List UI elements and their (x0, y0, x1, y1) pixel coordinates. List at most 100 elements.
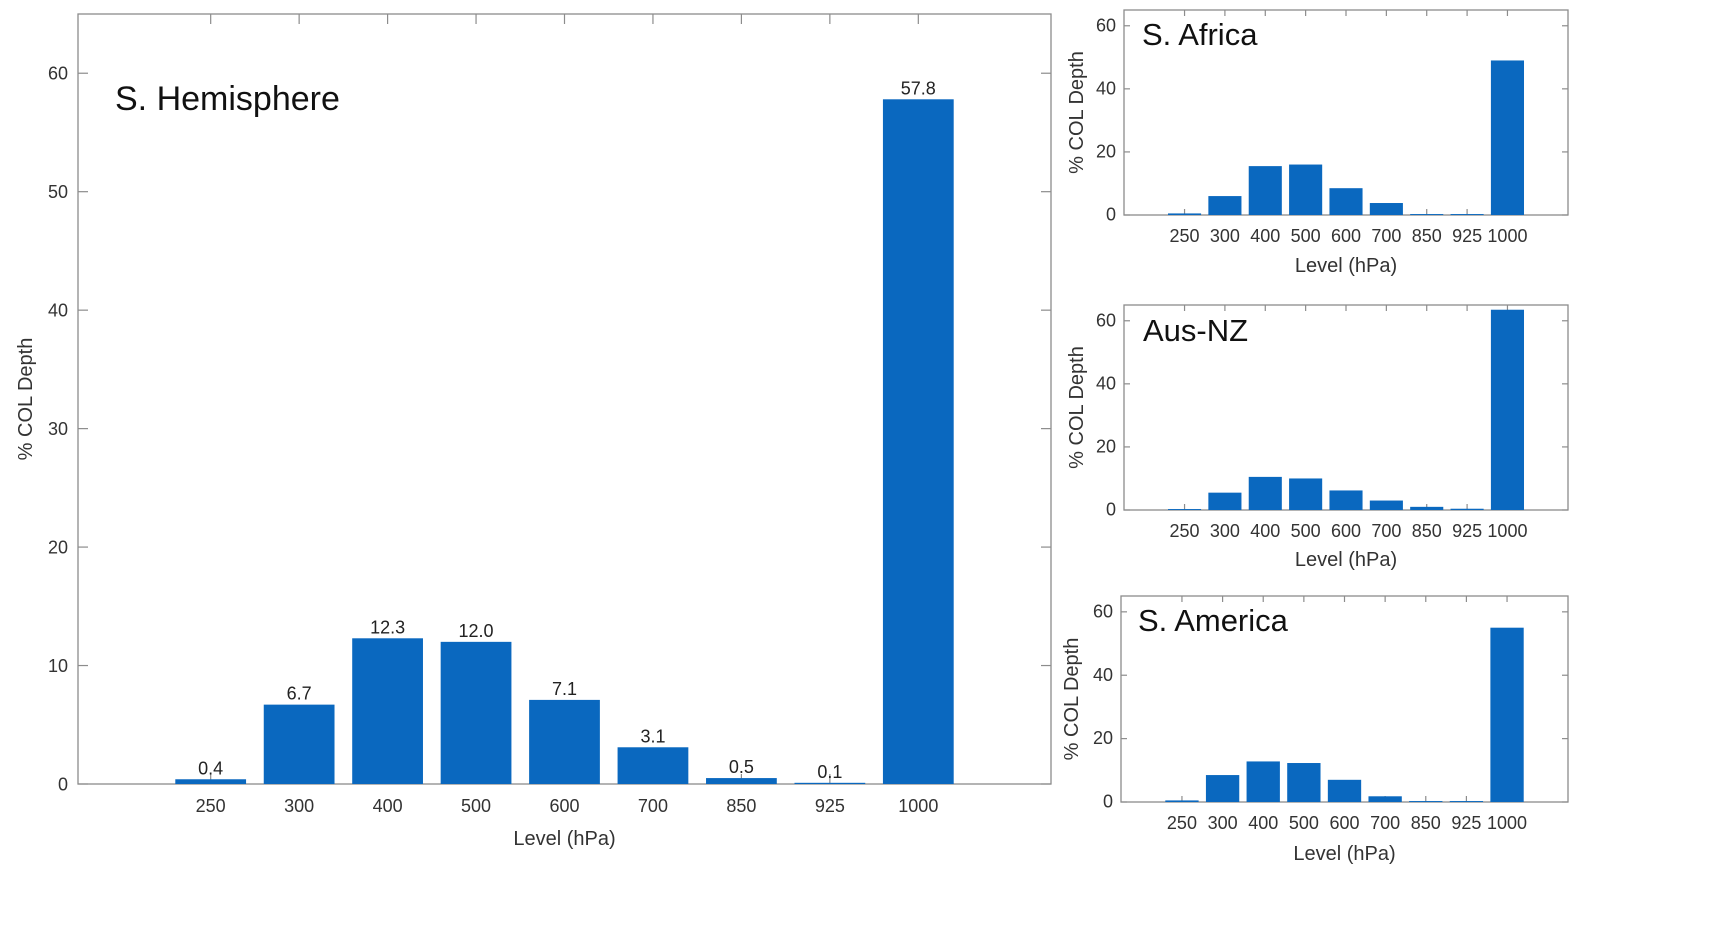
x-tick-label: 700 (1371, 226, 1401, 246)
bar-600 (1329, 490, 1363, 510)
x-tick-label: 400 (373, 796, 403, 816)
bar-600 (529, 699, 600, 784)
bar-500 (440, 641, 512, 784)
x-tick-label: 500 (1291, 226, 1321, 246)
bar-250 (1167, 213, 1202, 215)
bar-700 (1369, 500, 1403, 510)
x-tick-label: 600 (1329, 813, 1359, 833)
x-tick-label: 700 (638, 796, 668, 816)
bar-925 (794, 782, 866, 784)
x-axis-label: Level (hPa) (1295, 549, 1397, 571)
x-tick-label: 700 (1370, 813, 1400, 833)
x-tick-label: 1000 (898, 796, 938, 816)
bar-850 (706, 778, 777, 784)
panel-title: S. Africa (1142, 17, 1258, 52)
y-tick-label: 40 (1096, 78, 1116, 98)
x-tick-label: 500 (1289, 813, 1319, 833)
data-label: 57.8 (901, 78, 936, 98)
y-tick-label: 20 (1093, 728, 1113, 748)
data-label: 12.0 (459, 621, 494, 641)
x-tick-label: 400 (1250, 226, 1280, 246)
y-tick-label: 40 (48, 300, 68, 320)
bar-700 (1368, 796, 1402, 802)
bar-925 (1450, 508, 1484, 510)
x-axis-label: Level (hPa) (1293, 843, 1395, 865)
x-tick-label: 300 (1208, 813, 1238, 833)
x-axis-label: Level (hPa) (1295, 255, 1397, 277)
bar-700 (617, 747, 689, 784)
bar-500 (1287, 763, 1321, 802)
y-tick-label: 60 (1096, 15, 1116, 35)
y-tick-label: 20 (48, 537, 68, 557)
bar-400 (1248, 166, 1282, 215)
bar-850 (1409, 801, 1443, 802)
y-axis-label: % COL Depth (1061, 638, 1083, 761)
chart-panel-1: 0 10 20 30 40 50 60 250 300 400 500 600 700 850 925 100… (15, 13, 1052, 850)
bar-300 (1208, 196, 1242, 215)
y-tick-label: 60 (1096, 310, 1116, 330)
bar-1000 (1490, 309, 1525, 510)
data-label: 6.7 (287, 684, 312, 704)
y-tick-label: 10 (48, 656, 68, 676)
x-tick-label: 300 (1210, 521, 1240, 541)
bar-300 (1208, 492, 1242, 510)
y-axis-label: % COL Depth (15, 338, 37, 461)
data-label: 12.3 (370, 617, 405, 637)
x-tick-label: 500 (1291, 521, 1321, 541)
bar-1000 (1490, 627, 1524, 802)
data-label: 0.4 (198, 758, 223, 778)
x-tick-label: 850 (1412, 226, 1442, 246)
bar-300 (263, 704, 335, 784)
x-axis-label: Level (hPa) (513, 828, 615, 850)
bar-600 (1329, 188, 1363, 215)
x-tick-label: 1000 (1487, 813, 1527, 833)
x-tick-label: 500 (461, 796, 491, 816)
bar-925 (1450, 214, 1484, 215)
y-tick-label: 60 (48, 64, 68, 84)
bar-250 (1167, 509, 1202, 510)
x-tick-label: 600 (549, 796, 579, 816)
y-tick-label: 60 (1093, 601, 1113, 621)
x-tick-label: 400 (1250, 521, 1280, 541)
x-tick-label: 925 (815, 796, 845, 816)
bar-300 (1205, 775, 1240, 802)
x-tick-label: 700 (1371, 521, 1401, 541)
y-tick-label: 0 (1106, 205, 1116, 225)
y-tick-label: 40 (1093, 665, 1113, 685)
bar-500 (1289, 478, 1323, 510)
panel-title: Aus-NZ (1143, 313, 1248, 348)
bar-250 (175, 779, 247, 784)
x-tick-label: 925 (1451, 813, 1481, 833)
x-tick-label: 400 (1248, 813, 1278, 833)
bar-400 (1246, 761, 1280, 802)
x-tick-label: 300 (284, 796, 314, 816)
bar-1000 (882, 99, 954, 785)
bar-600 (1327, 779, 1362, 802)
x-tick-label: 250 (1167, 813, 1197, 833)
x-tick-label: 1000 (1487, 226, 1527, 246)
y-tick-label: 40 (1096, 373, 1116, 393)
x-tick-label: 250 (1170, 521, 1200, 541)
x-tick-label: 925 (1452, 226, 1482, 246)
x-tick-label: 850 (726, 796, 756, 816)
panel-title: S. Hemisphere (115, 80, 340, 118)
x-tick-label: 850 (1412, 521, 1442, 541)
y-tick-label: 0 (1106, 500, 1116, 520)
bar-400 (1248, 476, 1282, 510)
chart-panel-4: 0 20 40 60 250 300 400 500 600 700 850 925 1000 Level… (1061, 595, 1569, 865)
y-tick-label: 0 (58, 774, 68, 794)
y-axis-label: % COL Depth (1066, 51, 1088, 174)
data-label: 3.1 (640, 726, 665, 746)
chart-panel-2: 0 20 40 60 250 300 400 500 600 700 850 925 1000 Level… (1066, 9, 1569, 277)
x-tick-label: 850 (1411, 813, 1441, 833)
y-tick-label: 20 (1096, 437, 1116, 457)
x-tick-label: 250 (1170, 226, 1200, 246)
data-label: 7.1 (552, 679, 577, 699)
bar-400 (352, 638, 423, 784)
bar-700 (1369, 203, 1403, 215)
x-tick-label: 1000 (1487, 521, 1527, 541)
data-label: 0.1 (817, 762, 842, 782)
x-tick-label: 300 (1210, 226, 1240, 246)
bar-850 (1410, 506, 1444, 510)
